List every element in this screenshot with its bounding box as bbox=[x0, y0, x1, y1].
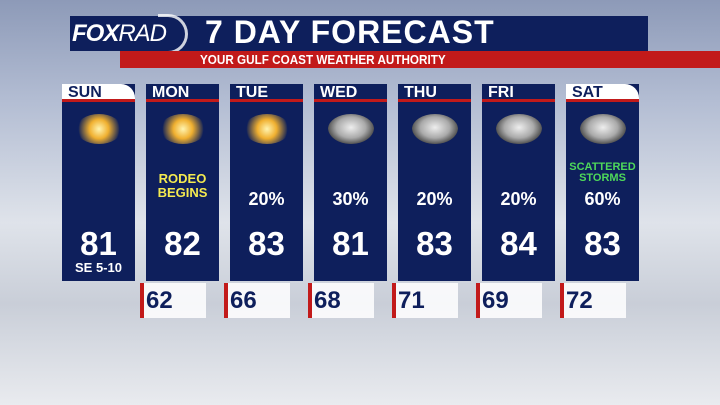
sunny-icon bbox=[75, 114, 122, 144]
rain-chance: 20% bbox=[416, 189, 453, 209]
day-card-wed: WED 30% 81 bbox=[314, 84, 387, 281]
day-card-mon: MON RODEO BEGINS 82 bbox=[146, 84, 219, 281]
high-temp: 84 bbox=[500, 225, 537, 262]
low-temp: 68 bbox=[308, 283, 374, 318]
day-card-sun: SUN 81 SE 5-10 bbox=[62, 84, 135, 281]
low-temp: 71 bbox=[392, 283, 458, 318]
partly-cloudy-icon bbox=[327, 114, 374, 144]
subtitle-bar bbox=[120, 51, 720, 68]
day-label: SAT bbox=[566, 84, 639, 102]
day-label: FRI bbox=[482, 84, 555, 102]
subtitle: YOUR GULF COAST WEATHER AUTHORITY bbox=[200, 52, 446, 67]
rain-chance: 20% bbox=[248, 189, 285, 209]
partly-cloudy-icon bbox=[495, 114, 542, 144]
day-card-sat: SAT SCATTERED STORMS 60% 83 bbox=[566, 84, 639, 281]
day-card-tue: TUE 20% 83 bbox=[230, 84, 303, 281]
rain-chance: 60% bbox=[584, 189, 621, 209]
foxrad-logo: FOXRAD bbox=[72, 20, 167, 48]
day-card-fri: FRI 20% 84 bbox=[482, 84, 555, 281]
low-temp: 69 bbox=[476, 283, 542, 318]
day-note: SCATTERED STORMS bbox=[569, 161, 636, 184]
high-temp: 81 bbox=[332, 225, 369, 262]
mostly-sunny-icon bbox=[243, 114, 290, 144]
day-label: WED bbox=[314, 84, 387, 102]
wind: SE 5-10 bbox=[75, 260, 122, 275]
low-temp: 72 bbox=[560, 283, 626, 318]
low-temp: 62 bbox=[140, 283, 206, 318]
logo-fox: FOX bbox=[72, 20, 119, 47]
day-note: RODEO BEGINS bbox=[157, 171, 208, 200]
rain-chance: 20% bbox=[500, 189, 537, 209]
day-label: MON bbox=[146, 84, 219, 102]
day-label: TUE bbox=[230, 84, 303, 102]
high-temp: 83 bbox=[248, 225, 285, 262]
day-card-thu: THU 20% 83 bbox=[398, 84, 471, 281]
day-label: THU bbox=[398, 84, 471, 102]
page-title: 7 DAY FORECAST bbox=[205, 14, 495, 50]
high-temp: 82 bbox=[164, 225, 201, 262]
high-temp: 83 bbox=[416, 225, 453, 262]
high-temp: 83 bbox=[584, 225, 621, 262]
day-label: SUN bbox=[62, 84, 135, 102]
high-temp: 81 bbox=[80, 225, 117, 262]
rain-chance: 30% bbox=[332, 189, 369, 209]
cloudy-icon bbox=[579, 114, 626, 144]
partly-cloudy-icon bbox=[411, 114, 458, 144]
mostly-sunny-icon bbox=[159, 114, 206, 144]
low-temp: 66 bbox=[224, 283, 290, 318]
